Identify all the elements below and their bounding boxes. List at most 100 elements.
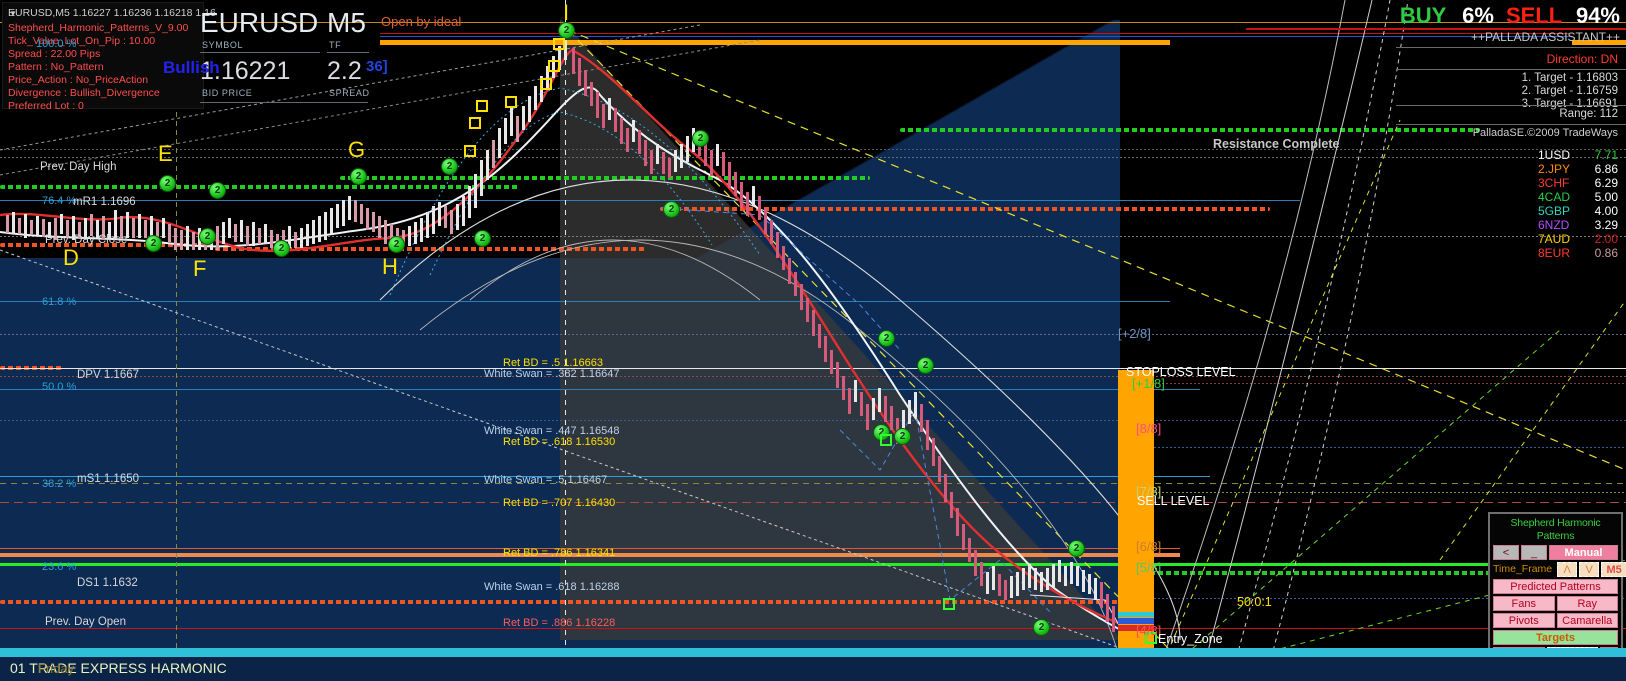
pattern-point-square[interactable] (464, 145, 476, 157)
panel-ray-button[interactable]: Ray (1556, 596, 1618, 611)
divergence-marker[interactable]: 2 (1033, 619, 1050, 636)
pattern-point-square[interactable] (505, 96, 517, 108)
panel-mode-button[interactable]: Manual (1549, 545, 1618, 560)
assistant-divider (1396, 124, 1626, 125)
divergence-marker[interactable]: 2 (917, 357, 934, 374)
murray-level-7-8: [7/8] (1136, 484, 1162, 499)
pattern-point-square[interactable] (548, 60, 560, 72)
currency-value: 7.71 (1594, 148, 1618, 162)
pivot-label-prev-day-open: Prev. Day Open (45, 616, 126, 628)
grid-line (0, 502, 1626, 503)
cyan-level-line (0, 200, 1300, 201)
panel-camarella-button[interactable]: Camarella (1556, 613, 1618, 628)
divergence-marker[interactable]: 2 (878, 330, 895, 347)
orange-level-band (660, 207, 1270, 211)
panel-back-button[interactable]: < (1493, 545, 1519, 560)
harmonic-label-ws-447: White Swan = .447 1.16548 (484, 425, 620, 437)
assistant-target-3: 3. Target - 1.16691 (1521, 98, 1618, 110)
currency-value: 6.86 (1594, 162, 1618, 176)
chart-title-text: EURUSD,M5 1.16227 1.16236 1.16218 1.16 (8, 7, 216, 19)
assistant-title: ++PALLADA ASSISTANT++ (1471, 30, 1620, 44)
currency-value: 4.00 (1594, 204, 1618, 218)
hud-divider (200, 102, 368, 103)
pattern-letter-h: H (382, 254, 398, 279)
panel-timeframe-up-button[interactable]: Λ (1557, 562, 1578, 577)
murray-level-6-8: [6/8] (1136, 539, 1162, 554)
divergence-marker[interactable]: 2 (388, 236, 405, 253)
divergence-marker[interactable]: 2 (441, 158, 458, 175)
harmonic-label-ret-bd-786: Ret BD = .786 1.16341 (503, 547, 616, 559)
fib-level-382: 38.2 % (42, 478, 77, 490)
top-blue-line (380, 36, 1570, 37)
pattern-point-square[interactable] (1145, 632, 1157, 644)
green-level-band (340, 176, 870, 180)
panel-minimize-button[interactable]: _ (1521, 545, 1547, 560)
currency-name: 3CHF (1538, 176, 1570, 190)
pattern-letter-d: D (63, 245, 79, 270)
assistant-direction: Direction: DN (1546, 52, 1618, 66)
panel-targets-button[interactable]: Targets (1493, 630, 1618, 645)
info-line-lot: Preferred Lot : 0 (8, 100, 84, 112)
time-separator (176, 22, 177, 681)
top-orange-band (380, 40, 1170, 45)
currency-name: 8EUR (1538, 246, 1571, 260)
cyan-level-line (0, 476, 1210, 477)
cyan-level-line (0, 389, 1200, 390)
buy-label: BUY (1399, 3, 1446, 28)
divergence-marker[interactable]: 2 (350, 168, 367, 185)
divergence-marker[interactable]: 2 (209, 182, 226, 199)
assistant-divider (1396, 47, 1626, 48)
bottom-cyan-bar (0, 648, 1626, 657)
divergence-marker[interactable]: 2 (558, 22, 575, 39)
currency-strength-row: 6NZD 3.29 (1538, 219, 1618, 232)
pattern-point-square[interactable] (880, 434, 892, 446)
currency-strength-row: 5GBP 4.00 (1538, 205, 1618, 218)
assistant-divider (1246, 28, 1626, 30)
status-bar-day-overlay: Friday (38, 661, 75, 676)
divergence-marker[interactable]: 2 (692, 130, 709, 147)
harmonic-label-ws-382: White Swan = .382 1.16647 (484, 368, 620, 380)
grid-line (0, 22, 1626, 23)
green-level-band (1150, 571, 1626, 575)
panel-title: Shepherd Harmonic Patterns (1510, 517, 1601, 542)
orange-level-band (0, 600, 1150, 604)
pivot-label-dpv: DPV 1.1667 (77, 369, 140, 381)
currency-value: 6.29 (1594, 176, 1618, 190)
divergence-marker[interactable]: 2 (474, 230, 491, 247)
divergence-marker[interactable]: 2 (273, 240, 290, 257)
currency-strength-row: 7AUD 2.00 (1538, 233, 1618, 246)
info-line-spread: Spread : 22.00 Pips (8, 48, 101, 60)
sell-label: SELL (1506, 3, 1562, 28)
info-line-version: Shepherd_Harmonic_Patterns_V_9.00 (8, 22, 189, 34)
panel-timeframe-down-button[interactable]: V (1579, 562, 1600, 577)
panel-pivots-button[interactable]: Pivots (1493, 613, 1555, 628)
grid-line (0, 376, 1626, 377)
shepherd-control-panel[interactable]: Shepherd Harmonic Patterns < _ Manual Ti… (1488, 512, 1626, 668)
divergence-marker[interactable]: 2 (1068, 540, 1085, 557)
green-level-band (900, 128, 1480, 132)
panel-fans-button[interactable]: Fans (1493, 596, 1555, 611)
divergence-marker[interactable]: 2 (145, 235, 162, 252)
dropdown-arrow-icon[interactable]: ▼ (9, 9, 17, 18)
divergence-marker[interactable]: 2 (159, 175, 176, 192)
currency-value: 3.29 (1594, 218, 1618, 232)
assistant-range: Range: 112 (1559, 108, 1618, 120)
entry-zone-label: Entry_Zone (1158, 632, 1223, 646)
hud-bid-caption: BID PRICE (202, 88, 253, 98)
pattern-point-square[interactable] (469, 117, 481, 129)
pattern-point-square[interactable] (540, 78, 552, 90)
currency-value: 5.00 (1594, 190, 1618, 204)
bracket-label: 36] (366, 58, 388, 75)
info-line-divergence: Divergence : Bullish_Divergence (8, 87, 160, 99)
pattern-point-square[interactable] (943, 598, 955, 610)
panel-timeframe-current[interactable]: M5 (1601, 562, 1626, 577)
panel-predicted-patterns-button[interactable]: Predicted Patterns (1493, 579, 1618, 594)
divergence-marker[interactable]: 2 (663, 201, 680, 218)
divergence-marker[interactable]: 2 (199, 228, 216, 245)
pattern-point-square[interactable] (553, 38, 565, 50)
currency-name: 2.JPY (1538, 162, 1571, 176)
currency-value: 0.86 (1594, 246, 1618, 260)
pattern-point-square[interactable] (476, 100, 488, 112)
divergence-marker[interactable]: 2 (894, 428, 911, 445)
